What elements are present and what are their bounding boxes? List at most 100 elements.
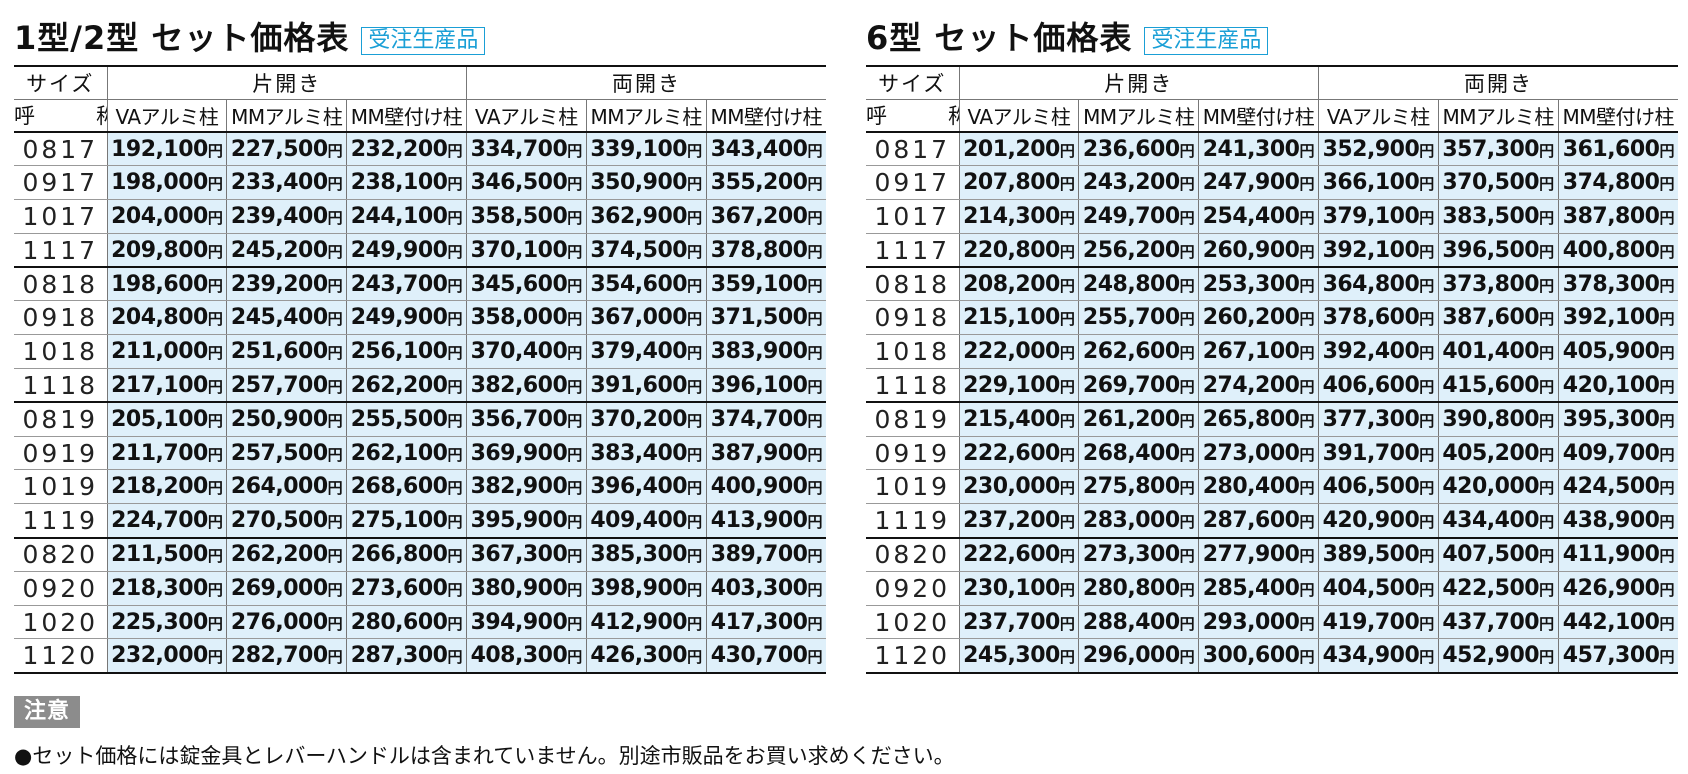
price-value: 355,200 — [710, 170, 808, 196]
yen-suffix: 円 — [1419, 512, 1434, 531]
table-row: 1118 229,100円 269,700円 274,200円 406,600円 415,… — [866, 368, 1678, 404]
yen-suffix: 円 — [1179, 175, 1195, 194]
price-cell: 248,800円 — [1078, 267, 1199, 302]
price-cell: 285,400円 — [1198, 571, 1319, 606]
size-cell: 1019 — [14, 469, 108, 505]
price-value: 366,100 — [1322, 170, 1420, 196]
price-cell: 426,900円 — [1557, 571, 1678, 606]
yen-suffix: 円 — [1059, 580, 1075, 599]
price-cell: 398,900円 — [585, 571, 707, 606]
size-cell: 0919 — [866, 436, 960, 471]
yen-suffix: 円 — [1299, 276, 1314, 295]
yen-suffix: 円 — [327, 412, 343, 431]
price-value: 241,300 — [1202, 136, 1300, 162]
price-cell: 273,300円 — [1078, 537, 1199, 572]
yen-suffix: 円 — [447, 276, 462, 295]
yen-suffix: 円 — [327, 276, 343, 295]
yen-suffix: 円 — [1299, 310, 1314, 329]
table-row: 1119 237,200円 283,000円 287,600円 420,900円 434,… — [866, 503, 1678, 539]
yen-suffix: 円 — [1539, 547, 1554, 566]
price-value: 293,000 — [1202, 609, 1300, 635]
price-value: 438,900 — [1562, 507, 1660, 533]
size-cell: 1020 — [866, 605, 960, 640]
price-cell: 401,400円 — [1437, 334, 1559, 370]
yen-suffix: 円 — [207, 412, 223, 431]
price-cell: 249,900円 — [346, 233, 467, 269]
price-cell: 276,000円 — [226, 605, 347, 640]
price-value: 382,900 — [470, 474, 568, 500]
yen-suffix: 円 — [687, 175, 702, 194]
price-value: 405,900 — [1562, 339, 1660, 365]
price-cell: 257,700円 — [226, 368, 347, 404]
yen-suffix: 円 — [1299, 208, 1314, 227]
price-value: 356,700 — [470, 407, 568, 433]
price-cell: 251,600円 — [226, 334, 347, 370]
price-value: 419,700 — [1322, 609, 1420, 635]
price-cell: 392,400円 — [1317, 334, 1439, 370]
yen-suffix: 円 — [687, 276, 702, 295]
price-value: 367,300 — [470, 542, 568, 568]
yen-suffix: 円 — [807, 445, 822, 464]
price-cell: 237,200円 — [958, 503, 1079, 539]
price-cell: 383,900円 — [705, 334, 826, 370]
yen-suffix: 円 — [207, 479, 223, 498]
price-value: 269,700 — [1082, 372, 1180, 398]
price-cell: 400,800円 — [1557, 233, 1678, 269]
table-title: 6型 セット価格表 — [866, 19, 1133, 57]
price-cell: 269,700円 — [1078, 368, 1199, 404]
table-row: 0818 208,200円 248,800円 253,300円 364,800円 373,… — [866, 267, 1678, 302]
table-row: 0820 211,500円 262,200円 266,800円 367,300円 385,… — [14, 537, 826, 572]
price-cell: 275,800円 — [1078, 469, 1199, 505]
yen-suffix: 円 — [327, 208, 343, 227]
yen-suffix: 円 — [807, 412, 822, 431]
price-cell: 245,300円 — [958, 638, 1079, 674]
price-value: 383,900 — [710, 339, 808, 365]
price-cell: 350,900円 — [585, 165, 707, 201]
table-row: 1020 225,300円 276,000円 280,600円 394,900円 412,… — [14, 605, 826, 640]
yen-suffix: 円 — [1299, 141, 1314, 160]
size-cell: 0819 — [866, 402, 960, 437]
yen-suffix: 円 — [1659, 276, 1674, 295]
yen-suffix: 円 — [447, 614, 462, 633]
price-cell: 374,700円 — [705, 402, 826, 437]
table-row: 0820 222,600円 273,300円 277,900円 389,500円 407,… — [866, 537, 1678, 572]
table-row: 0817 192,100円 227,500円 232,200円 334,700円 339,… — [14, 132, 826, 167]
double-swing-header: 両開き — [1317, 66, 1678, 100]
size-cell: 0917 — [866, 165, 960, 201]
yen-suffix: 円 — [807, 175, 822, 194]
price-cell: 215,400円 — [958, 402, 1079, 437]
yen-suffix: 円 — [447, 479, 462, 498]
price-value: 245,200 — [230, 237, 328, 263]
table-row: 0918 204,800円 245,400円 249,900円 358,000円 367,… — [14, 300, 826, 336]
table-row: 1018 222,000円 262,600円 267,100円 392,400円 401,… — [866, 334, 1678, 370]
price-cell: 214,300円 — [958, 199, 1079, 234]
price-cell: 346,500円 — [465, 165, 587, 201]
yen-suffix: 円 — [1299, 547, 1314, 566]
table-row: 1018 211,000円 251,600円 256,100円 370,400円 379,… — [14, 334, 826, 370]
price-value: 239,200 — [230, 271, 328, 297]
size-cell: 0817 — [14, 132, 108, 167]
price-cell: 366,100円 — [1317, 165, 1439, 201]
price-cell: 367,300円 — [465, 537, 587, 572]
price-value: 208,200 — [963, 271, 1060, 297]
price-cell: 434,900円 — [1317, 638, 1439, 674]
price-cell: 371,500円 — [705, 300, 826, 336]
price-value: 409,700 — [1562, 440, 1660, 466]
price-cell: 273,000円 — [1198, 436, 1319, 471]
price-value: 275,800 — [1082, 474, 1180, 500]
yen-suffix: 円 — [1059, 344, 1075, 363]
yen-suffix: 円 — [1659, 310, 1674, 329]
price-cell: 282,700円 — [226, 638, 347, 674]
table-row: 0918 215,100円 255,700円 260,200円 378,600円 387,… — [866, 300, 1678, 336]
price-cell: 369,900円 — [465, 436, 587, 471]
price-value: 229,100 — [963, 372, 1060, 398]
price-value: 412,900 — [590, 609, 688, 635]
yen-suffix: 円 — [1179, 141, 1195, 160]
yen-suffix: 円 — [327, 310, 343, 329]
size-cell: 1120 — [866, 638, 960, 674]
price-value: 222,600 — [963, 542, 1060, 568]
price-value: 401,400 — [1442, 339, 1540, 365]
price-cell: 370,200円 — [585, 402, 707, 437]
price-value: 357,300 — [1442, 136, 1540, 162]
yen-suffix: 円 — [1659, 175, 1674, 194]
